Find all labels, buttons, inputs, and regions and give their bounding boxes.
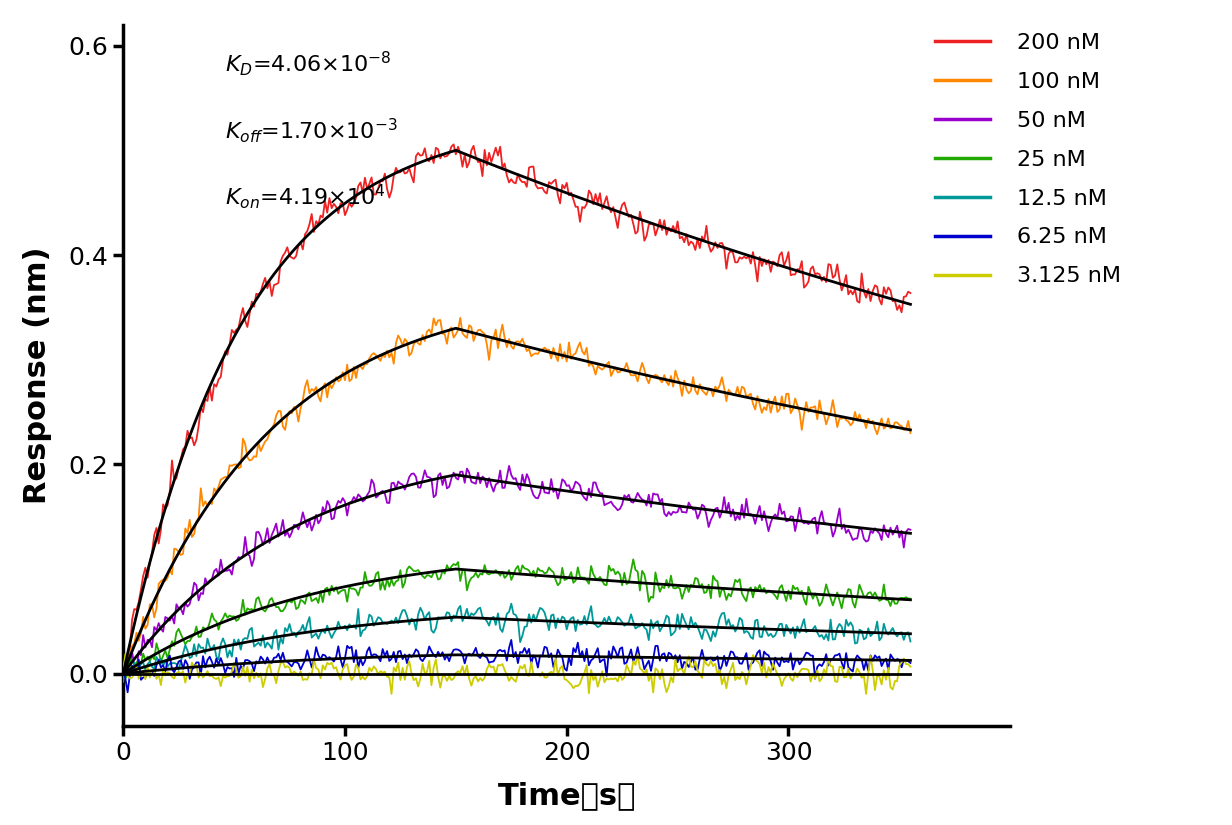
Text: $K_D$=4.06×10$^{-8}$: $K_D$=4.06×10$^{-8}$ <box>225 50 392 78</box>
Y-axis label: Response (nm): Response (nm) <box>23 247 52 504</box>
Legend: 200 nM, 100 nM, 50 nM, 25 nM, 12.5 nM, 6.25 nM, 3.125 nM: 200 nM, 100 nM, 50 nM, 25 nM, 12.5 nM, 6… <box>924 21 1132 297</box>
Text: $K_{off}$=1.70×10$^{-3}$: $K_{off}$=1.70×10$^{-3}$ <box>225 116 398 144</box>
Text: $K_{on}$=4.19×10$^{4}$: $K_{on}$=4.19×10$^{4}$ <box>225 182 386 211</box>
X-axis label: Time（s）: Time（s） <box>498 781 636 810</box>
